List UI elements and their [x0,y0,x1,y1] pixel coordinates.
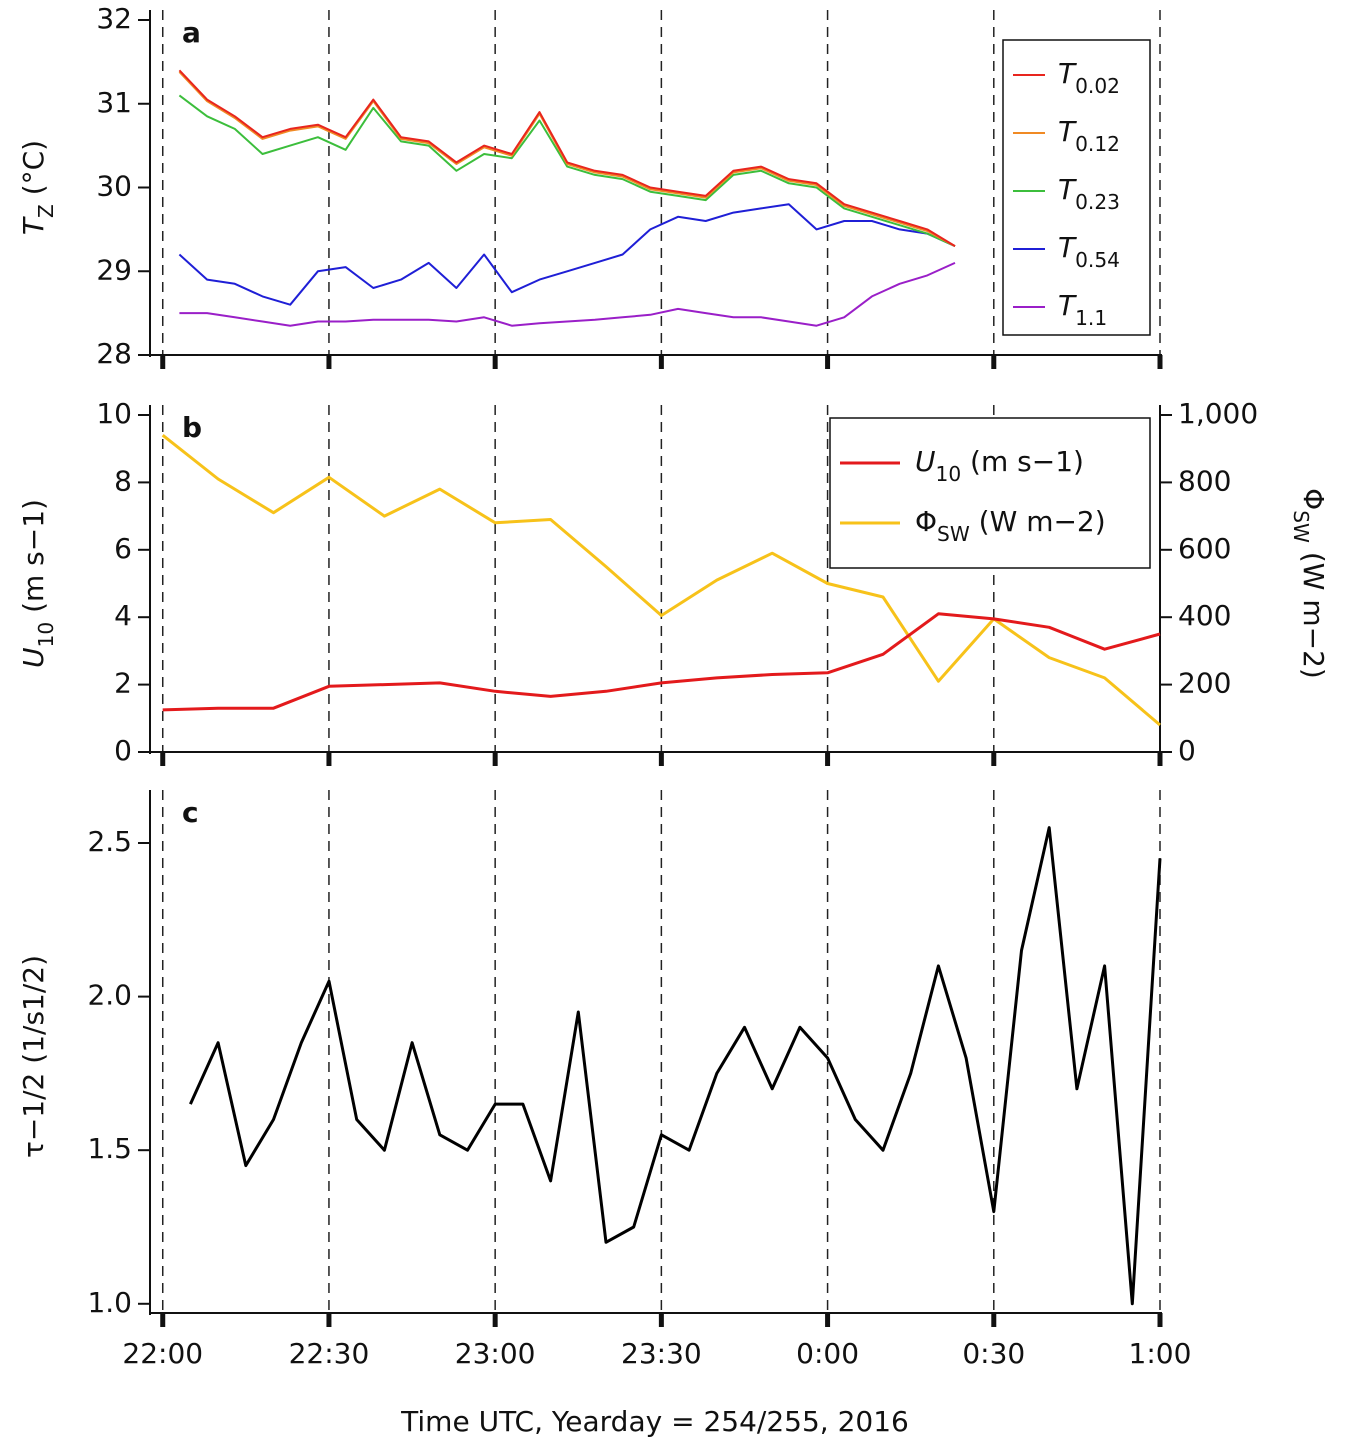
series-line [178,69,956,247]
series-line [178,71,956,247]
y-axis-label: TZ (°C) [17,140,58,235]
legend-label: T0.12 [1058,115,1120,156]
y-tick-label: 31 [96,86,132,119]
x-tick-label: 0:30 [962,1337,1025,1370]
y2-axis-label: ΦSW (W m−2) [1290,488,1331,679]
y-tick-label: 32 [96,2,132,35]
legend-label: ΦSW (W m−2) [915,505,1106,546]
x-tick-label: 22:30 [289,1337,370,1370]
panel-label: a [182,16,201,49]
x-tick-label: 23:30 [621,1337,702,1370]
x-tick-label: 22:00 [122,1337,203,1370]
y2-tick-label: 800 [1178,464,1231,497]
y-tick-label: 6 [114,532,132,565]
y-axis-label: τ−1/2 (1/s1/2) [17,955,50,1158]
y-tick-label: 2.5 [87,825,132,858]
y-tick-label: 8 [114,464,132,497]
panel-label: b [182,411,202,444]
legend-label: T1.1 [1058,289,1107,330]
y-tick-label: 2.0 [87,979,132,1012]
y2-tick-label: 1,000 [1178,397,1258,430]
y2-tick-label: 600 [1178,532,1231,565]
y-tick-label: 0 [114,734,132,767]
y-tick-label: 10 [96,397,132,430]
series-line [178,94,956,248]
y-tick-label: 29 [96,253,132,286]
legend-label: T0.02 [1058,57,1120,98]
legend-box [1002,39,1151,336]
y-tick-label: 30 [96,170,132,203]
series-line [162,612,1161,712]
y-axis-label: U10 (m s−1) [17,499,58,668]
panel-label: c [182,796,199,829]
y-tick-label: 1.5 [87,1132,132,1165]
legend-label: T0.23 [1058,173,1120,214]
y2-tick-label: 200 [1178,667,1231,700]
y-tick-label: 28 [96,337,132,370]
x-axis-label: Time UTC, Yearday = 254/255, 2016 [400,1405,909,1438]
series-line [178,203,956,306]
y-tick-label: 4 [114,599,132,632]
x-tick-label: 23:00 [455,1337,536,1370]
legend-label: U10 (m s−1) [915,445,1084,486]
y2-tick-label: 400 [1178,599,1231,632]
legend-box [829,417,1151,569]
y-tick-label: 2 [114,667,132,700]
legend-label: T0.54 [1058,231,1120,272]
x-tick-label: 1:00 [1129,1337,1192,1370]
y-tick-label: 1.0 [87,1286,132,1319]
x-tick-label: 0:00 [796,1337,859,1370]
series-line [179,261,956,327]
y2-tick-label: 0 [1178,734,1196,767]
series-line [189,826,1162,1306]
